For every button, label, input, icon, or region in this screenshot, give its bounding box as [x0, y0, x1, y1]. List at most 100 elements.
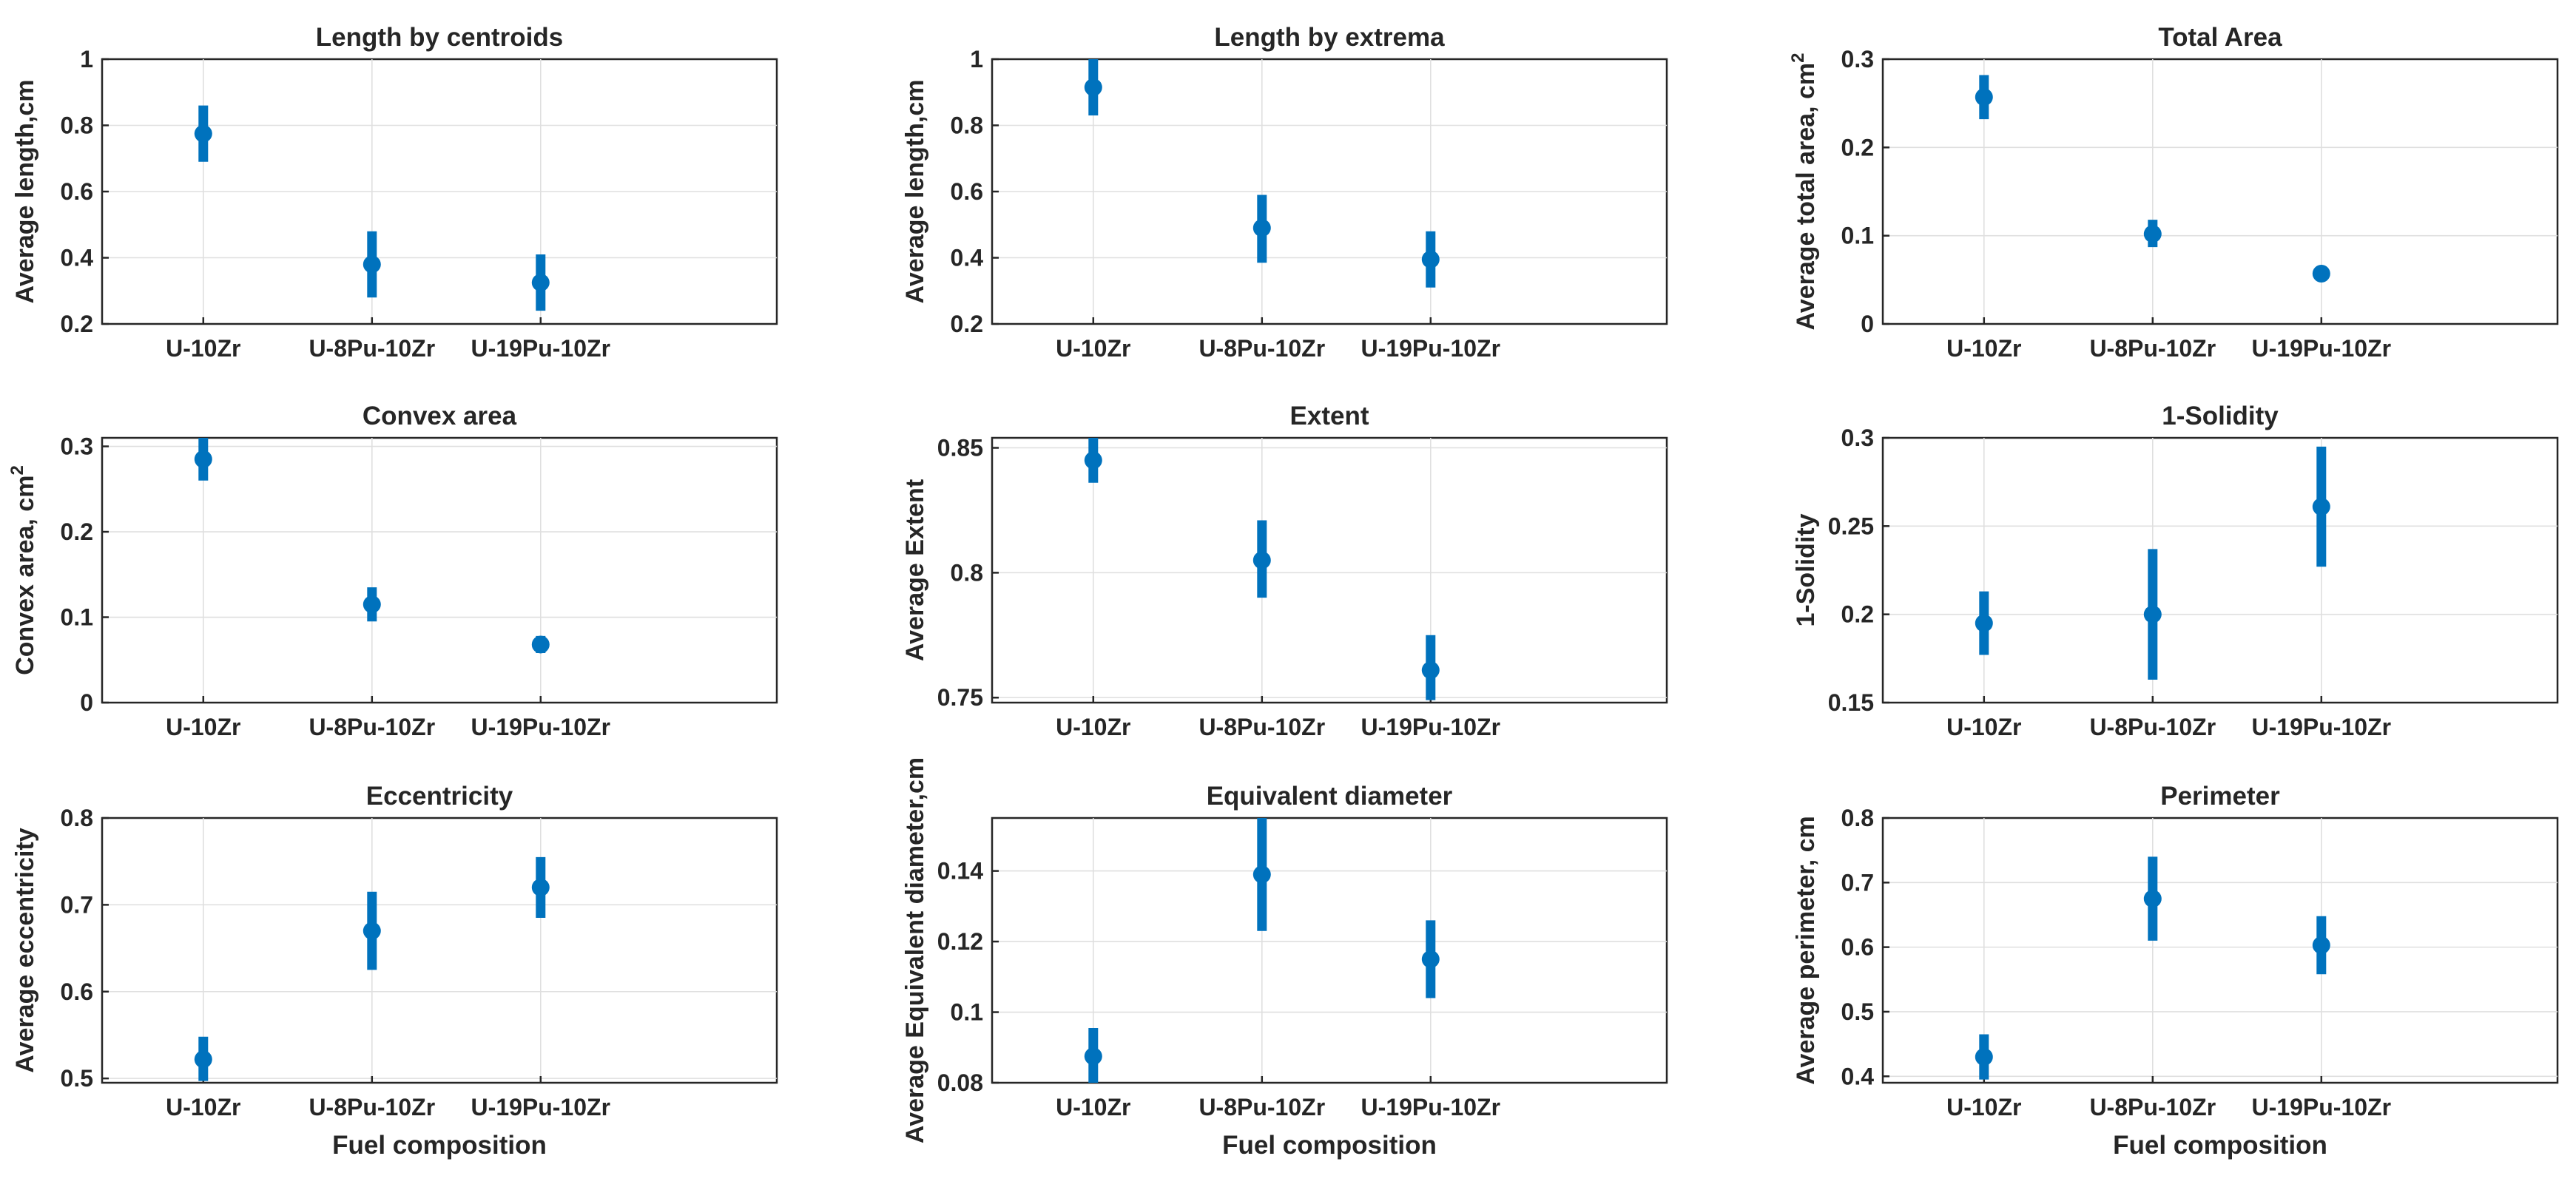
data-point: [363, 255, 381, 274]
y-tick-label: 0.7: [61, 891, 93, 918]
data-point: [363, 922, 381, 940]
y-tick-label: 0.8: [951, 559, 983, 586]
x-tick-label: U-8Pu-10Zr: [2089, 335, 2216, 362]
data-point: [531, 878, 550, 896]
y-axis-label: Average perimeter, cm: [1792, 816, 1820, 1085]
subplot-1: 0.2 0.4 0.6 0.8 1 U-10Zr U-8Pu-10Zr U-19Pu-10Zr…: [11, 23, 778, 362]
subplot-7: 0.5 0.6 0.7 0.8 U-10Zr U-8Pu-10Zr U-19Pu-10Zr E…: [11, 782, 778, 1160]
axes-frame: [1881, 436, 2559, 704]
x-tick-label: U-10Zr: [166, 1094, 240, 1120]
data-point: [531, 274, 550, 292]
y-tick-label: 0.15: [1828, 689, 1874, 716]
x-tick-label: U-10Zr: [1946, 714, 2021, 740]
data-point: [363, 595, 381, 614]
data-point: [194, 450, 212, 468]
data-point: [1252, 219, 1271, 237]
subplot-2: 0.2 0.4 0.6 0.8 1 U-10Zr U-8Pu-10Zr U-19Pu-10Zr…: [901, 23, 1668, 362]
data-point: [2312, 498, 2330, 516]
y-axis-label-superscript: 2: [7, 465, 27, 475]
x-tick-label: U-19Pu-10Zr: [2252, 714, 2392, 740]
y-tick-label: 0.3: [61, 433, 93, 460]
y-axis-label: Average length,cm: [901, 80, 929, 304]
y-axis-label: Average Extent: [901, 479, 929, 661]
x-tick-label: U-10Zr: [1056, 714, 1130, 740]
y-tick-label: 0.2: [1841, 134, 1874, 160]
data-point: [1084, 78, 1102, 97]
x-axis-label: Fuel composition: [1222, 1131, 1437, 1160]
subplot-3: 0 0.1 0.2 0.3 U-10Zr U-8Pu-10Zr U-19Pu-10Zr Tot…: [1788, 23, 2559, 362]
x-tick-label: U-8Pu-10Zr: [2089, 1094, 2216, 1120]
subplot-title: Length by extrema: [1214, 23, 1445, 52]
x-tick-label: U-10Zr: [166, 714, 240, 740]
subplot-5: 0.75 0.8 0.85 U-10Zr U-8Pu-10Zr U-19Pu-10Zr Ex…: [901, 402, 1668, 740]
y-tick-label: 0.8: [61, 805, 93, 831]
data-point: [1975, 88, 1993, 107]
axes-frame: [101, 436, 778, 704]
subplot-title: Perimeter: [2160, 782, 2280, 811]
data-point: [1252, 551, 1271, 569]
data-point: [2143, 605, 2162, 623]
x-tick-label: U-19Pu-10Zr: [471, 335, 611, 362]
subplot-title: Length by centroids: [316, 23, 563, 52]
x-tick-label: U-8Pu-10Zr: [308, 335, 435, 362]
data-point: [2312, 936, 2330, 955]
y-tick-label: 0.5: [1841, 998, 1874, 1025]
y-tick-label: 0.08: [937, 1069, 983, 1096]
y-axis-label: 1-Solidity: [1792, 513, 1820, 626]
y-tick-label: 0.6: [1841, 934, 1874, 961]
y-tick-label: 0.3: [1841, 425, 1874, 451]
x-tick-label: U-8Pu-10Zr: [308, 714, 435, 740]
x-tick-label: U-19Pu-10Zr: [1361, 1094, 1501, 1120]
data-point: [1975, 1048, 1993, 1066]
x-tick-label: U-8Pu-10Zr: [1198, 1094, 1325, 1120]
data-point: [1252, 865, 1271, 884]
subplot-title: Equivalent diameter: [1207, 782, 1453, 811]
subplot-title: Total Area: [2158, 23, 2282, 52]
data-point: [194, 1050, 212, 1069]
subplot-title: Extent: [1290, 402, 1369, 430]
data-point: [1975, 614, 1993, 632]
y-axis-label-superscript: 2: [1788, 53, 1808, 63]
y-tick-label: 1: [80, 46, 93, 72]
y-tick-label: 0: [1861, 311, 1874, 337]
x-tick-label: U-8Pu-10Zr: [2089, 714, 2216, 740]
x-tick-label: U-10Zr: [1056, 1094, 1130, 1120]
y-axis-label: Average eccentricity: [11, 828, 39, 1072]
y-tick-label: 0.3: [1841, 46, 1874, 72]
x-tick-label: U-19Pu-10Zr: [471, 1094, 611, 1120]
x-tick-label: U-19Pu-10Zr: [471, 714, 611, 740]
data-point: [194, 124, 212, 143]
x-tick-label: U-10Zr: [1056, 335, 1130, 362]
data-point: [1421, 250, 1440, 268]
data-point: [2312, 264, 2330, 283]
subplot-4: 0 0.1 0.2 0.3 U-10Zr U-8Pu-10Zr U-19Pu-10Zr Con…: [7, 402, 778, 740]
x-axis-label: Fuel composition: [332, 1131, 547, 1160]
y-axis-label: Average Equivalent diameter,cm: [901, 757, 929, 1143]
y-tick-label: 0.8: [1841, 805, 1874, 831]
y-tick-label: 0.75: [937, 684, 983, 711]
axes-frame: [991, 436, 1668, 704]
data-point: [2143, 890, 2162, 908]
y-tick-label: 0.6: [951, 178, 983, 205]
y-tick-label: 0.12: [937, 928, 983, 955]
axes-frame: [1881, 817, 2559, 1084]
x-axis-label: Fuel composition: [2113, 1131, 2327, 1160]
y-tick-label: 0.85: [937, 435, 983, 462]
x-tick-label: U-10Zr: [166, 335, 240, 362]
y-tick-label: 0: [80, 689, 93, 716]
x-tick-label: U-19Pu-10Zr: [1361, 335, 1501, 362]
data-point: [1421, 950, 1440, 968]
x-tick-label: U-19Pu-10Zr: [2252, 335, 2392, 362]
y-tick-label: 0.2: [61, 518, 93, 545]
data-point: [1084, 1047, 1102, 1066]
x-tick-label: U-8Pu-10Zr: [1198, 714, 1325, 740]
y-tick-label: 0.5: [61, 1065, 93, 1092]
y-tick-label: 1: [970, 46, 983, 72]
y-tick-label: 0.4: [1841, 1063, 1875, 1089]
y-tick-label: 0.2: [61, 311, 93, 337]
y-tick-label: 0.1: [61, 604, 93, 631]
data-point: [2143, 225, 2162, 243]
y-tick-label: 0.2: [951, 311, 983, 337]
axes-frame: [991, 817, 1668, 1084]
